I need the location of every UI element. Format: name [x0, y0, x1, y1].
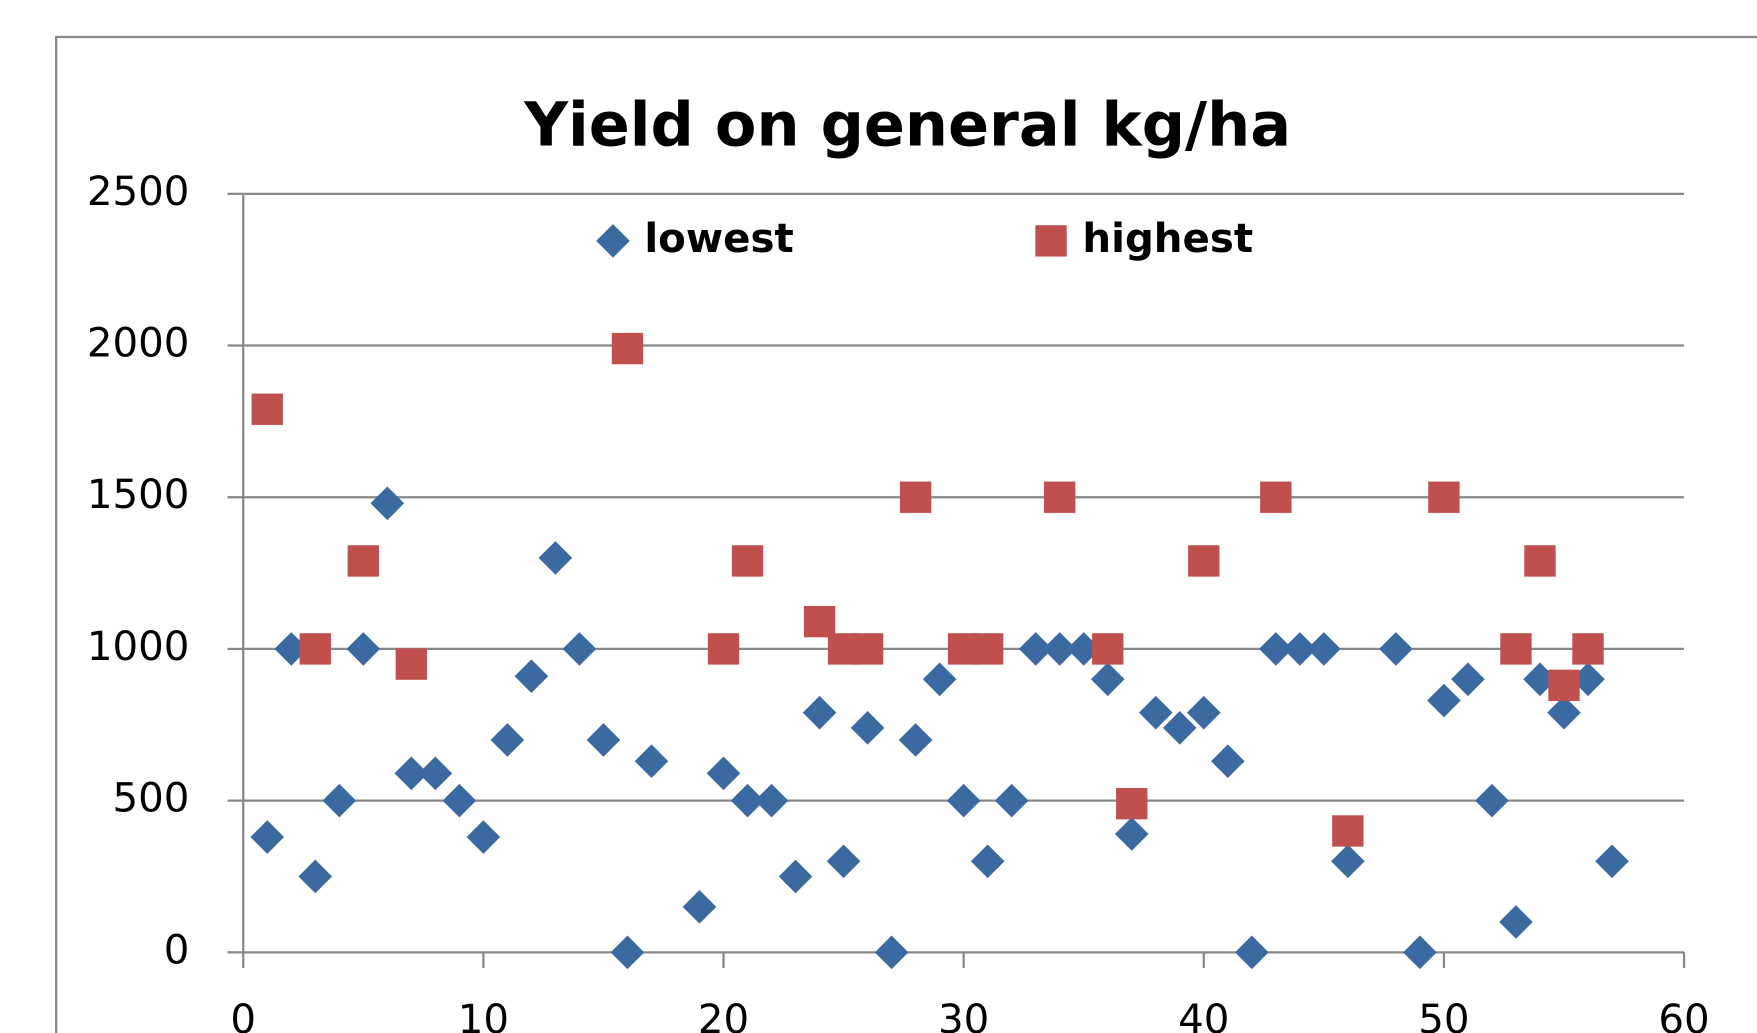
x-tick-label: 50 — [1418, 996, 1469, 1033]
x-tick-label: 60 — [1658, 996, 1709, 1033]
point — [682, 890, 717, 924]
point — [611, 332, 644, 365]
y-tick-label: 500 — [112, 775, 189, 822]
point — [1116, 787, 1148, 820]
point — [1188, 545, 1220, 577]
point — [1500, 633, 1532, 665]
point — [490, 723, 525, 757]
point — [778, 859, 813, 894]
point — [1524, 545, 1556, 577]
point — [1186, 695, 1221, 730]
point — [251, 393, 283, 425]
point — [1092, 633, 1124, 665]
x-tick-label: 30 — [938, 996, 989, 1033]
point — [971, 633, 1004, 665]
point — [851, 633, 884, 665]
legend-label: lowest — [644, 215, 793, 262]
point — [826, 844, 861, 879]
point — [298, 859, 333, 894]
legend-swatch — [1035, 225, 1067, 257]
point — [1595, 844, 1629, 879]
point — [1042, 632, 1077, 666]
point — [1572, 633, 1604, 665]
point — [1331, 844, 1365, 879]
y-tick-label: 1000 — [87, 623, 190, 670]
point — [1427, 683, 1461, 718]
point — [874, 935, 909, 970]
y-tick-label: 1500 — [87, 471, 190, 518]
point — [1403, 935, 1437, 970]
point — [899, 481, 932, 513]
point — [395, 648, 428, 680]
point — [1499, 905, 1533, 939]
point — [1332, 815, 1364, 847]
x-tick-label: 40 — [1178, 996, 1229, 1033]
y-tick-label: 2000 — [87, 320, 190, 367]
point — [610, 935, 645, 970]
point — [1451, 662, 1485, 697]
point — [1044, 481, 1076, 513]
point — [394, 756, 429, 791]
point — [634, 744, 669, 778]
chart-frame — [55, 35, 1757, 1033]
point — [1547, 695, 1581, 730]
x-tick-label: 20 — [698, 996, 749, 1033]
point — [1162, 711, 1197, 745]
point — [514, 659, 549, 694]
point — [922, 662, 957, 697]
point — [1428, 481, 1460, 513]
point — [970, 844, 1005, 879]
point — [803, 605, 836, 638]
point — [466, 820, 501, 854]
point — [250, 820, 285, 854]
point — [418, 756, 453, 791]
point — [1090, 662, 1125, 697]
chart-title: Yield on general kg/ha — [523, 90, 1291, 160]
point — [299, 633, 331, 665]
point — [707, 633, 740, 665]
point — [1548, 669, 1580, 702]
point — [1210, 744, 1245, 778]
point — [370, 486, 405, 521]
point — [1138, 695, 1173, 730]
legend-swatch — [596, 224, 630, 258]
point — [586, 723, 621, 757]
point — [1114, 817, 1149, 851]
x-tick-label: 0 — [230, 996, 256, 1033]
point — [347, 545, 379, 577]
point — [538, 541, 573, 575]
legend-label: highest — [1082, 215, 1253, 262]
y-tick-label: 0 — [164, 926, 190, 973]
y-tick-label: 2500 — [87, 168, 190, 215]
point — [1260, 481, 1292, 513]
x-tick-label: 10 — [458, 996, 509, 1033]
point — [731, 545, 764, 577]
point — [1235, 935, 1269, 970]
